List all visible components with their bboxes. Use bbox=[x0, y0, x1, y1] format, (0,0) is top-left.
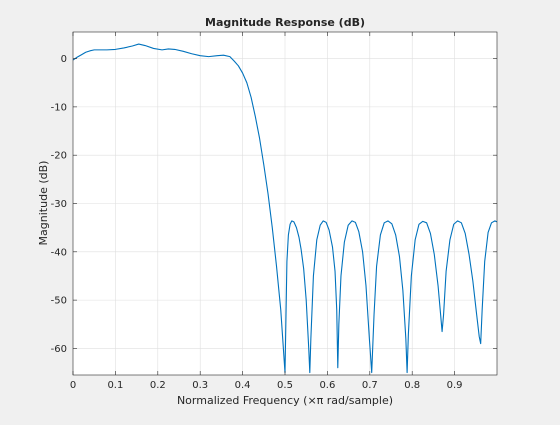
x-tick-label: 0.7 bbox=[362, 380, 378, 391]
x-tick-label: 0 bbox=[70, 380, 76, 391]
y-tick-label: -40 bbox=[51, 247, 67, 258]
x-tick-label: 0.6 bbox=[319, 380, 335, 391]
x-tick-label: 0.2 bbox=[150, 380, 166, 391]
tick-layer: 0 0.1 0.2 0.3 0.4 0.5 0.6 0.7 0.8 0.9 0 -10 -20 -30 -4… bbox=[51, 32, 497, 391]
y-tick-label: -10 bbox=[51, 102, 67, 113]
grid-layer bbox=[73, 32, 497, 375]
magnitude-series-line bbox=[73, 43, 497, 374]
x-tick-label: 0.1 bbox=[107, 380, 123, 391]
x-tick-label: 0.5 bbox=[277, 380, 293, 391]
x-tick-label: 0.4 bbox=[235, 380, 251, 391]
x-tick-label: 0.3 bbox=[192, 380, 208, 391]
x-tick-label: 0.9 bbox=[447, 380, 463, 391]
y-tick-label: 0 bbox=[61, 54, 67, 65]
line-layer bbox=[73, 43, 497, 374]
y-axis-label: Magnitude (dB) bbox=[37, 161, 50, 246]
y-tick-label: -60 bbox=[51, 344, 67, 355]
y-tick-label: -20 bbox=[51, 151, 67, 162]
chart-title: Magnitude Response (dB) bbox=[205, 16, 365, 29]
x-tick-label: 0.8 bbox=[404, 380, 420, 391]
y-tick-label: -50 bbox=[51, 296, 67, 307]
x-axis-label: Normalized Frequency (×π rad/sample) bbox=[177, 394, 393, 407]
y-tick-label: -30 bbox=[51, 199, 67, 210]
